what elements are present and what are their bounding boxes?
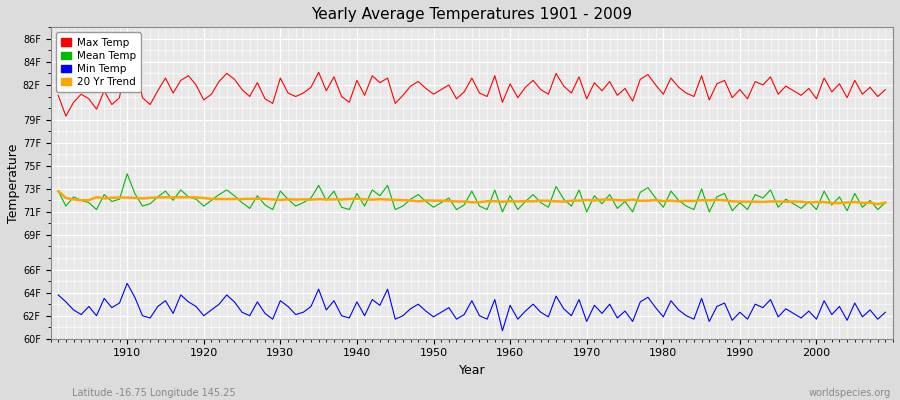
Max Temp bbox=[512, 95, 523, 100]
Mean Temp bbox=[114, 197, 125, 202]
20 Yr Trend bbox=[328, 197, 339, 202]
20 Yr Trend bbox=[53, 189, 64, 194]
Max Temp bbox=[520, 85, 531, 90]
20 Yr Trend bbox=[872, 202, 883, 206]
Min Temp bbox=[512, 317, 523, 322]
Max Temp bbox=[130, 57, 140, 62]
20 Yr Trend bbox=[880, 200, 891, 205]
Line: Mean Temp: Mean Temp bbox=[58, 174, 886, 212]
Title: Yearly Average Temperatures 1901 - 2009: Yearly Average Temperatures 1901 - 2009 bbox=[311, 7, 633, 22]
Mean Temp bbox=[122, 171, 132, 176]
Max Temp bbox=[612, 93, 623, 98]
Mean Temp bbox=[520, 199, 531, 204]
Max Temp bbox=[298, 91, 309, 96]
Min Temp bbox=[880, 310, 891, 315]
Mean Temp bbox=[291, 204, 302, 208]
Mean Temp bbox=[612, 206, 623, 211]
Min Temp bbox=[612, 316, 623, 320]
Mean Temp bbox=[337, 205, 347, 210]
20 Yr Trend bbox=[283, 197, 293, 202]
Mean Temp bbox=[512, 207, 523, 212]
Min Temp bbox=[122, 281, 132, 286]
20 Yr Trend bbox=[114, 195, 125, 200]
Min Temp bbox=[520, 309, 531, 314]
Max Temp bbox=[344, 100, 355, 105]
20 Yr Trend bbox=[597, 197, 608, 202]
Mean Temp bbox=[880, 200, 891, 205]
Max Temp bbox=[880, 87, 891, 92]
Max Temp bbox=[53, 93, 64, 98]
Text: worldspecies.org: worldspecies.org bbox=[809, 388, 891, 398]
Line: Max Temp: Max Temp bbox=[58, 54, 886, 116]
Min Temp bbox=[337, 313, 347, 318]
Legend: Max Temp, Mean Temp, Min Temp, 20 Yr Trend: Max Temp, Mean Temp, Min Temp, 20 Yr Tre… bbox=[56, 32, 141, 92]
Max Temp bbox=[60, 114, 71, 118]
Y-axis label: Temperature: Temperature bbox=[7, 143, 20, 223]
Min Temp bbox=[114, 301, 125, 306]
Mean Temp bbox=[497, 210, 508, 214]
Text: Latitude -16.75 Longitude 145.25: Latitude -16.75 Longitude 145.25 bbox=[72, 388, 236, 398]
Min Temp bbox=[291, 312, 302, 317]
20 Yr Trend bbox=[497, 199, 508, 204]
Line: 20 Yr Trend: 20 Yr Trend bbox=[58, 191, 886, 204]
Min Temp bbox=[497, 328, 508, 333]
Line: Min Temp: Min Temp bbox=[58, 284, 886, 331]
20 Yr Trend bbox=[505, 199, 516, 204]
Max Temp bbox=[122, 52, 132, 56]
Min Temp bbox=[53, 292, 64, 297]
X-axis label: Year: Year bbox=[458, 364, 485, 377]
Mean Temp bbox=[53, 189, 64, 194]
